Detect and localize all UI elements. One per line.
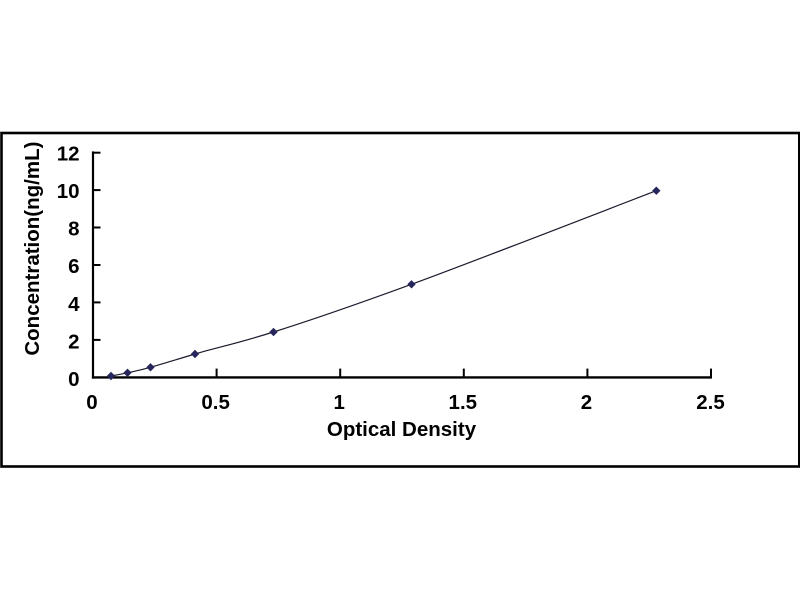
- svg-text:6: 6: [68, 255, 79, 278]
- svg-text:1.5: 1.5: [449, 391, 478, 414]
- svg-text:2: 2: [581, 391, 592, 414]
- svg-text:10: 10: [57, 180, 80, 203]
- svg-text:0: 0: [86, 391, 97, 414]
- svg-text:Concentration(ng/mL): Concentration(ng/mL): [21, 142, 44, 356]
- svg-text:0: 0: [68, 368, 79, 391]
- svg-text:0.5: 0.5: [201, 391, 230, 414]
- svg-text:2.5: 2.5: [696, 391, 725, 414]
- svg-text:Optical Density: Optical Density: [327, 418, 477, 441]
- svg-text:8: 8: [68, 218, 79, 241]
- svg-text:2: 2: [68, 330, 79, 353]
- svg-text:12: 12: [57, 143, 80, 166]
- svg-text:1: 1: [333, 391, 344, 414]
- svg-text:4: 4: [68, 293, 80, 316]
